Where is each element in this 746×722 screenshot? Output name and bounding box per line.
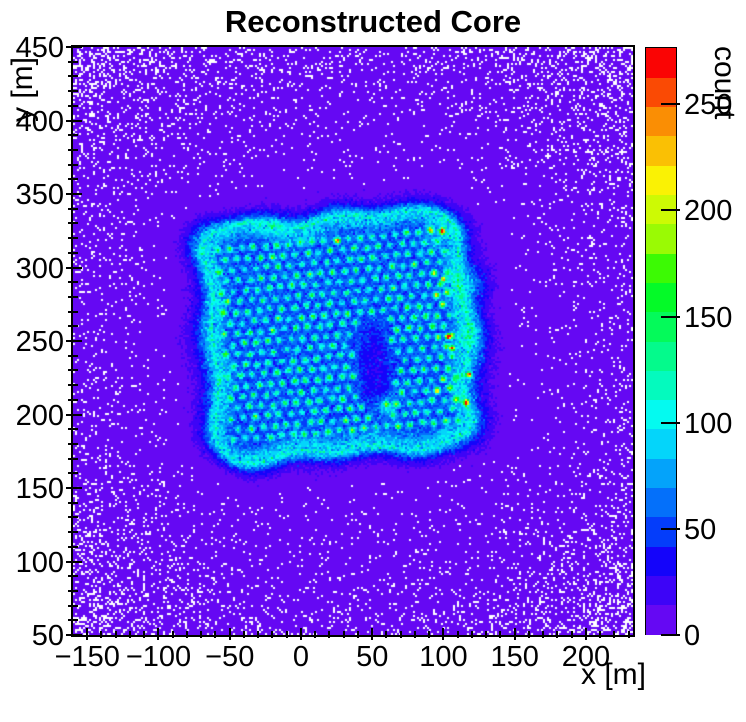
colorbar-block bbox=[646, 575, 676, 606]
colorbar-block bbox=[646, 48, 676, 78]
x-tick-label: −100 bbox=[125, 641, 192, 673]
x-tick-label: 0 bbox=[292, 641, 310, 673]
colorbar-tick-label: 150 bbox=[684, 301, 733, 334]
colorbar-block bbox=[646, 604, 676, 635]
colorbar-block bbox=[646, 341, 676, 371]
colorbar-block bbox=[646, 428, 676, 459]
y-tick-label: 200 bbox=[15, 399, 64, 432]
colorbar-block bbox=[646, 194, 676, 225]
colorbar-tick-label: 0 bbox=[684, 620, 701, 652]
y-tick-label: 300 bbox=[15, 252, 64, 285]
x-tick-label: −150 bbox=[54, 641, 120, 673]
colorbar-title: count bbox=[708, 46, 741, 120]
colorbar-block bbox=[646, 546, 676, 576]
y-tick-label: 50 bbox=[31, 620, 64, 652]
colorbar-block bbox=[646, 399, 676, 430]
colorbar-block bbox=[646, 135, 676, 166]
colorbar-block bbox=[646, 458, 676, 489]
colorbar-tick-label: 50 bbox=[684, 513, 717, 546]
y-tick-label: 250 bbox=[15, 326, 64, 358]
x-tick-label: −50 bbox=[205, 641, 255, 673]
colorbar-block bbox=[646, 516, 676, 547]
colorbar-tick-label: 200 bbox=[684, 195, 733, 228]
x-tick-label: 50 bbox=[356, 641, 389, 673]
colorbar-block bbox=[646, 282, 676, 313]
heatmap-canvas bbox=[73, 47, 633, 635]
colorbar-block bbox=[646, 165, 676, 196]
colorbar-block bbox=[646, 253, 676, 283]
colorbar-tick-label: 100 bbox=[684, 407, 733, 440]
y-tick-label: 150 bbox=[15, 473, 64, 505]
y-tick-label: 100 bbox=[15, 546, 64, 579]
colorbar-block bbox=[646, 370, 676, 401]
plot-title: Reconstructed Core bbox=[224, 4, 522, 39]
x-axis-title: x [m] bbox=[581, 658, 646, 691]
colorbar-block bbox=[646, 77, 676, 108]
colorbar-block bbox=[646, 487, 676, 518]
colorbar bbox=[645, 47, 677, 635]
colorbar-block bbox=[646, 106, 676, 137]
y-axis-title: y [m] bbox=[6, 57, 39, 122]
colorbar-block bbox=[646, 311, 676, 342]
y-tick-label: 350 bbox=[15, 179, 64, 211]
colorbar-block bbox=[646, 223, 676, 254]
